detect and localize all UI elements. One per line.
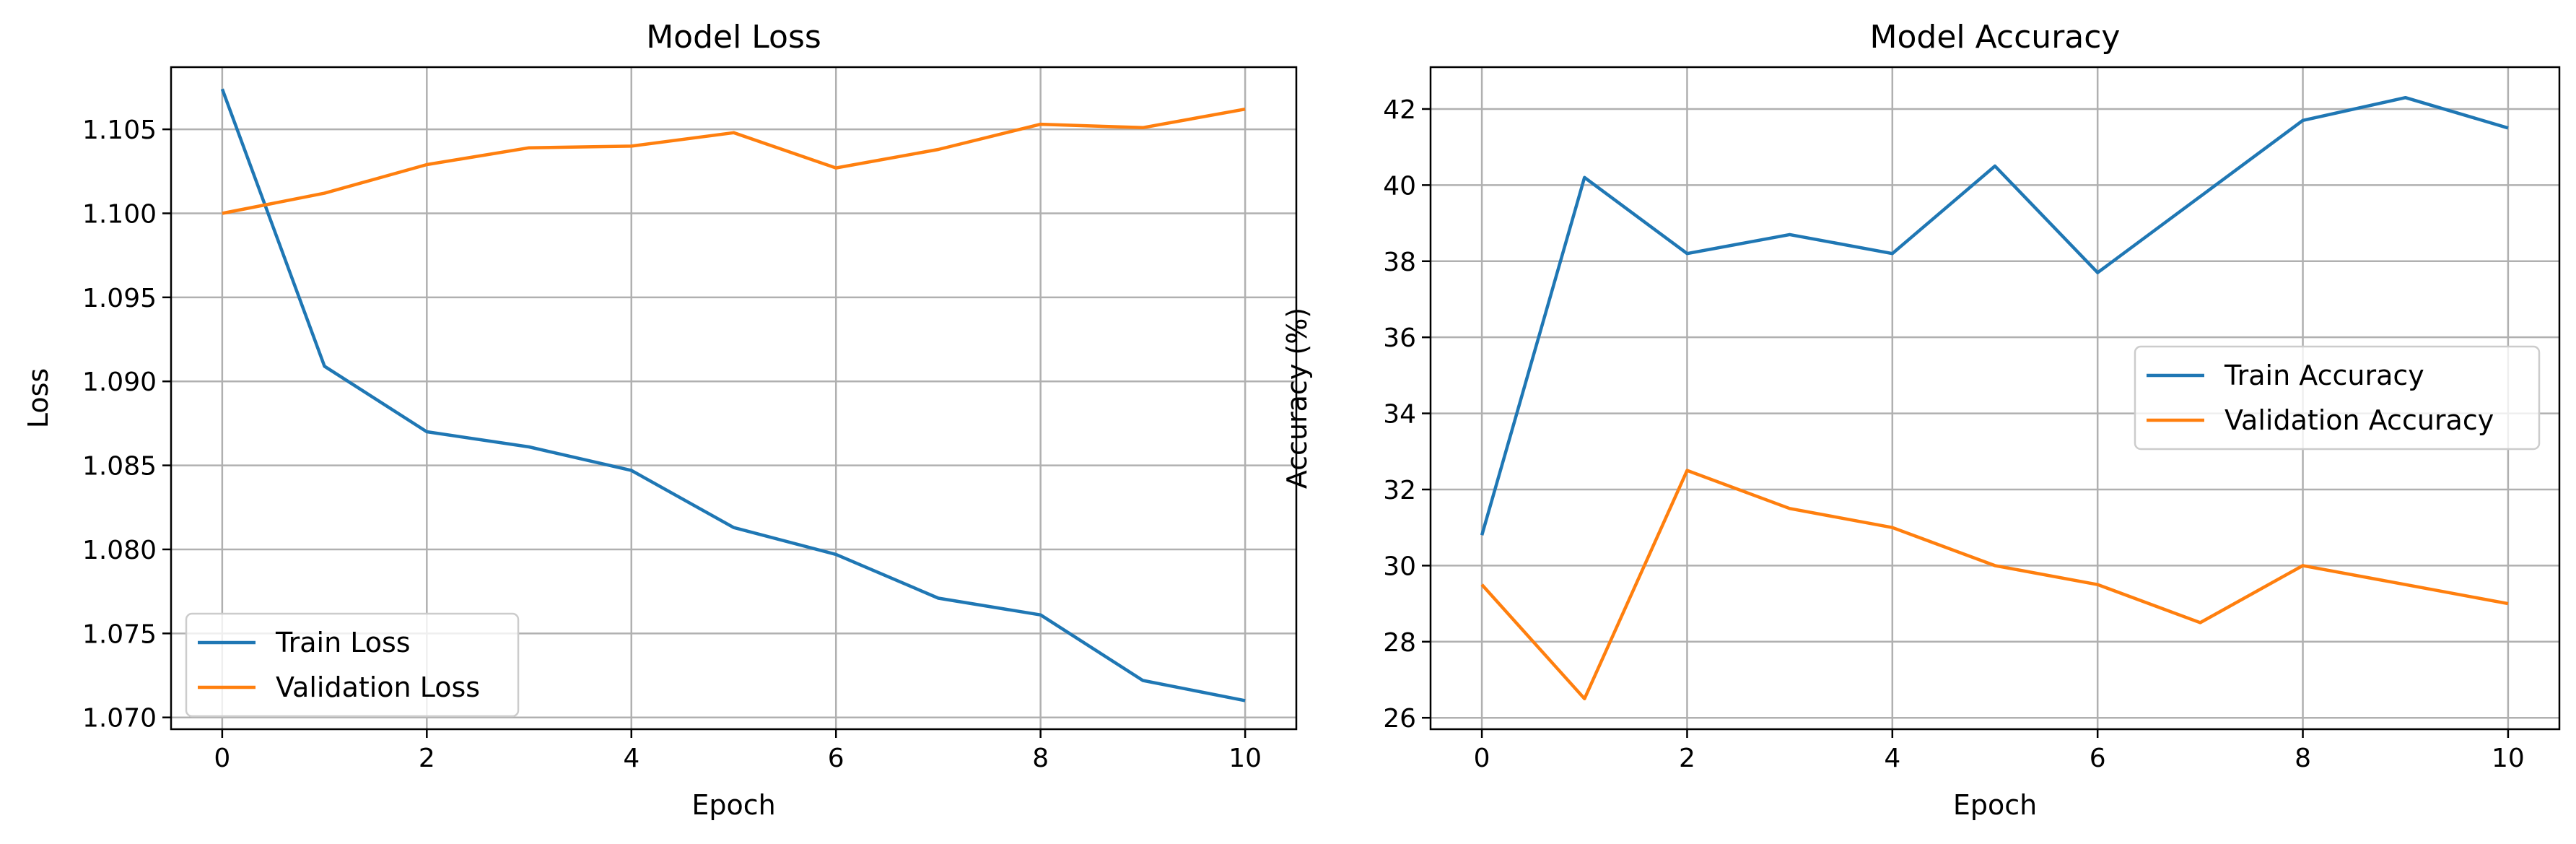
series-line-2 — [1480, 469, 2509, 701]
legend: Train Accuracy Validation Accuracy — [2134, 345, 2541, 451]
x-tick-label: 0 — [214, 744, 230, 773]
y-tick-label: 30 — [1383, 552, 1416, 581]
series-line-2 — [222, 107, 1246, 215]
series-line-1 — [1480, 95, 2509, 536]
y-tick-label: 1.090 — [82, 367, 157, 397]
chart-2: 0 2 4 6 8 10 26 28 30 32 34 36 38 40 42 Model Accuracy E… — [1281, 19, 2561, 821]
y-tick-label: 1.080 — [82, 536, 157, 565]
y-tick-label: 26 — [1383, 704, 1416, 734]
y-tick-label: 1.095 — [82, 284, 157, 313]
x-tick-label: 10 — [2492, 744, 2525, 773]
y-axis-label: Accuracy (%) — [1281, 308, 1313, 489]
x-tick-label: 6 — [2090, 744, 2106, 773]
legend-label-2: Validation Accuracy — [2224, 404, 2494, 436]
x-tick-label: 8 — [1032, 744, 1049, 773]
y-tick-label: 34 — [1383, 400, 1416, 430]
y-tick-label: 1.070 — [82, 704, 157, 734]
y-tick-label: 36 — [1383, 323, 1416, 353]
y-tick-label: 1.100 — [82, 199, 157, 229]
x-tick-label: 0 — [1474, 744, 1490, 773]
axes-frame — [1429, 66, 2561, 731]
y-tick-label: 1.105 — [82, 116, 157, 145]
y-axis-label: Loss — [22, 368, 54, 428]
chart-1: 0 2 4 6 8 10 1.070 1.075 1.080 1.085 1.090 1.095 1.1… — [22, 19, 1298, 821]
legend-label-1: Train Accuracy — [2224, 360, 2424, 391]
y-tick-label: 32 — [1383, 476, 1416, 505]
x-axis-label: Epoch — [691, 789, 775, 821]
x-tick-label: 8 — [2295, 744, 2311, 773]
series-line-1 — [220, 88, 1246, 702]
x-tick-label: 10 — [1228, 744, 1262, 773]
legend-box — [185, 612, 520, 718]
legend-box — [2134, 345, 2541, 451]
legend-label-2: Validation Loss — [276, 671, 480, 703]
axes-frame — [170, 66, 1298, 731]
x-tick-label: 6 — [828, 744, 844, 773]
y-tick-label: 38 — [1383, 248, 1416, 277]
y-tick-label: 42 — [1383, 95, 1416, 125]
chart-title: Model Accuracy — [1870, 19, 2121, 56]
x-tick-label: 4 — [1884, 744, 1900, 773]
legend-label-1: Train Loss — [275, 627, 411, 658]
y-tick-label: 1.085 — [82, 452, 157, 482]
y-tick-label: 40 — [1383, 171, 1416, 201]
y-tick-label: 1.075 — [82, 619, 157, 649]
legend: Train Loss Validation Loss — [185, 612, 520, 718]
chart-title: Model Loss — [646, 19, 821, 56]
x-tick-label: 4 — [623, 744, 639, 773]
x-tick-label: 2 — [419, 744, 435, 773]
x-axis-label: Epoch — [1953, 789, 2037, 821]
y-tick-label: 28 — [1383, 628, 1416, 658]
x-tick-label: 2 — [1679, 744, 1695, 773]
